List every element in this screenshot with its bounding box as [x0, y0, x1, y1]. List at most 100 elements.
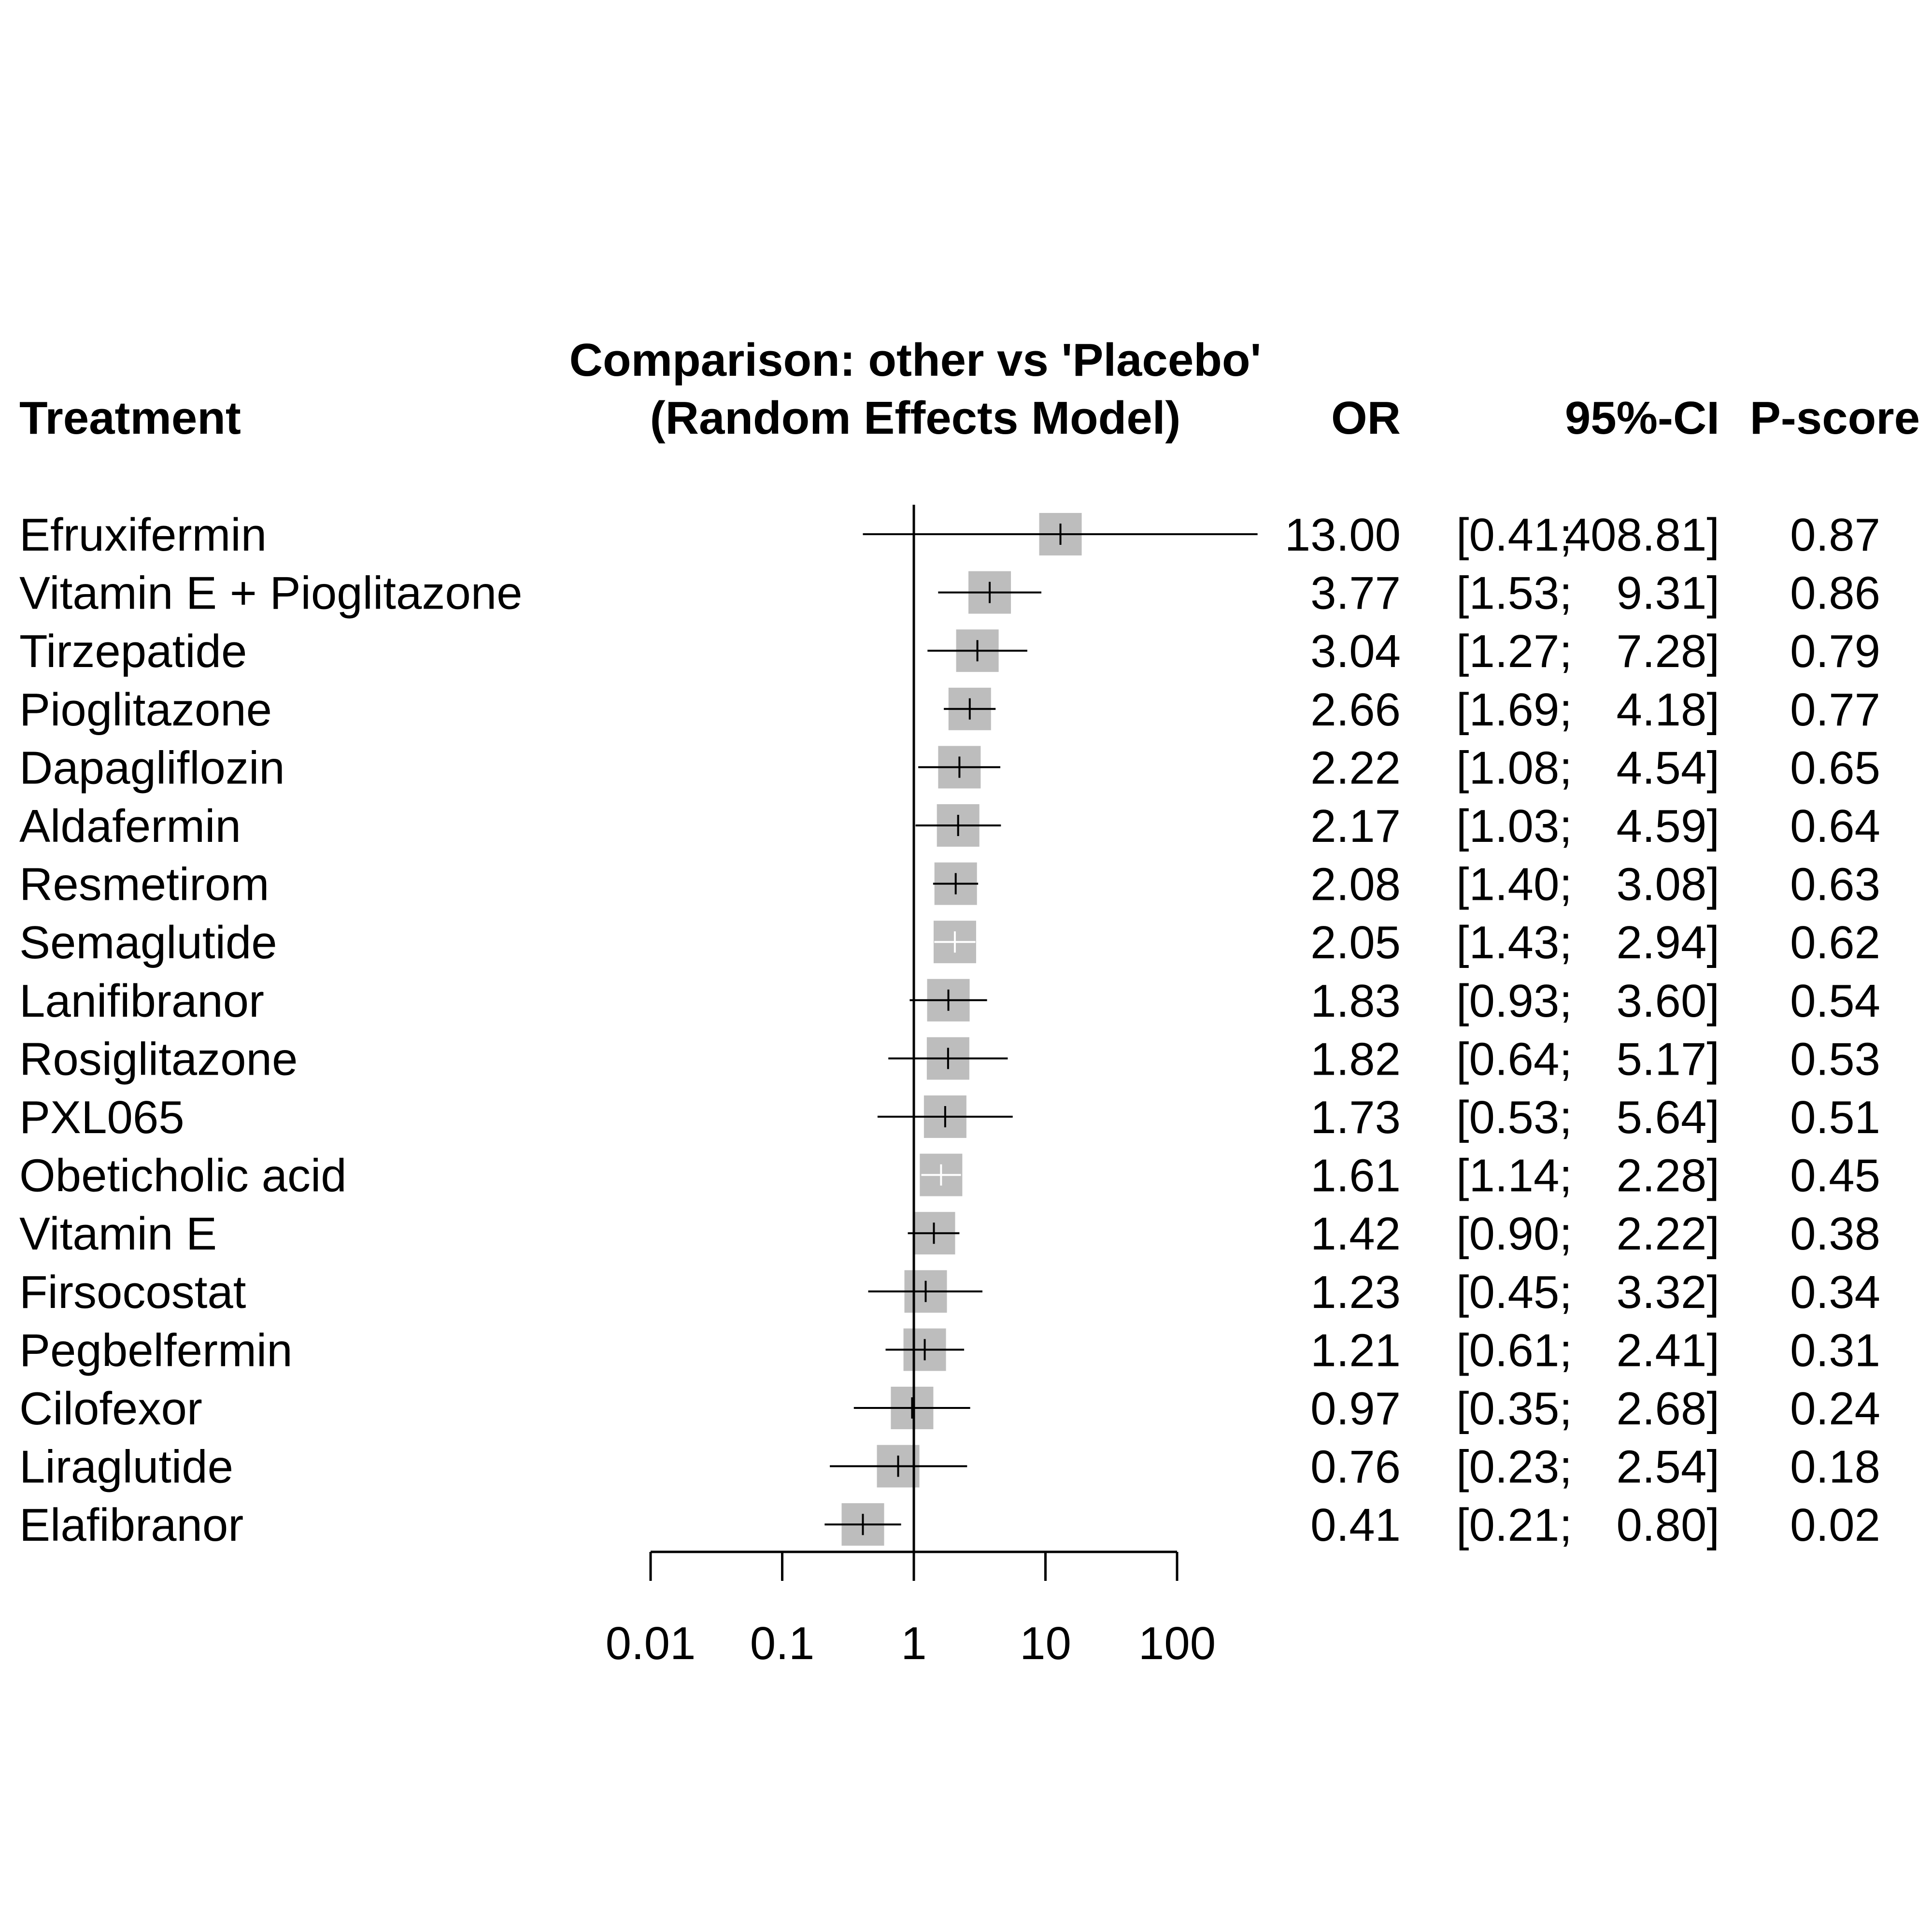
box-layer: [841, 513, 1082, 1546]
pscore-value: 0.18: [1790, 1441, 1880, 1493]
ci-lower: [1.08;: [1456, 742, 1572, 794]
ci-lower: [0.23;: [1456, 1441, 1572, 1493]
ci-upper: 3.32]: [1616, 1266, 1719, 1318]
ci-upper: 4.54]: [1616, 742, 1719, 794]
row-text-layer: Efruxifermin 13.00 [0.41;408.81] 0.87 Vitami…: [19, 509, 1880, 1551]
ci-upper: 2.22]: [1616, 1208, 1719, 1260]
ci-lower: [0.41;: [1456, 509, 1572, 561]
ci-lower: [1.27;: [1456, 625, 1572, 677]
ci-lower: [0.45;: [1456, 1266, 1572, 1318]
treatment-label: Dapagliflozin: [19, 742, 285, 794]
or-value: 2.22: [1310, 742, 1401, 794]
pscore-value: 0.65: [1790, 742, 1880, 794]
treatment-label: Pegbelfermin: [19, 1324, 293, 1376]
ci-upper: 2.68]: [1616, 1383, 1719, 1435]
pscore-value: 0.64: [1790, 800, 1880, 852]
pscore-value: 0.24: [1790, 1383, 1880, 1435]
pscore-value: 0.45: [1790, 1150, 1880, 1202]
pscore-value: 0.77: [1790, 684, 1880, 736]
ci-upper: 2.94]: [1616, 917, 1719, 968]
ci-lower: [1.40;: [1456, 859, 1572, 910]
column-header-or: OR: [1331, 392, 1401, 444]
treatment-label: Elafibranor: [19, 1499, 243, 1551]
pscore-value: 0.87: [1790, 509, 1880, 561]
ci-lower: [0.93;: [1456, 975, 1572, 1027]
x-tick-label: 0.1: [750, 1618, 814, 1669]
column-header-treatment: Treatment: [19, 392, 241, 444]
ci-upper: 9.31]: [1616, 568, 1719, 619]
ci-upper: 408.81]: [1565, 509, 1719, 561]
pscore-value: 0.02: [1790, 1499, 1880, 1551]
or-value: 0.41: [1310, 1499, 1401, 1551]
ci-lower: [1.53;: [1456, 568, 1572, 619]
treatment-label: Resmetirom: [19, 859, 269, 910]
or-value: 1.42: [1310, 1208, 1401, 1260]
pscore-value: 0.38: [1790, 1208, 1880, 1260]
ci-upper: 0.80]: [1616, 1499, 1719, 1551]
x-tick-label: 10: [1020, 1618, 1071, 1669]
ci-upper: 2.28]: [1616, 1150, 1719, 1202]
column-header-pscore: P-score: [1750, 392, 1920, 444]
treatment-label: Tirzepatide: [19, 625, 247, 677]
ci-lower: [1.03;: [1456, 800, 1572, 852]
ci-lower: [0.35;: [1456, 1383, 1572, 1435]
x-tick-label: 0.01: [606, 1618, 696, 1669]
chart-title: Comparison: other vs 'Placebo': [569, 334, 1262, 386]
treatment-label: Lanifibranor: [19, 975, 264, 1027]
pscore-value: 0.31: [1790, 1324, 1880, 1376]
or-value: 2.66: [1310, 684, 1401, 736]
treatment-label: Liraglutide: [19, 1441, 233, 1493]
x-axis: 0.01 0.1 1 10 100: [606, 1550, 1216, 1669]
ci-upper: 3.08]: [1616, 859, 1719, 910]
ci-lower: [1.14;: [1456, 1150, 1572, 1202]
ci-upper: 5.17]: [1616, 1033, 1719, 1085]
or-value: 2.17: [1310, 800, 1401, 852]
treatment-label: Vitamin E + Pioglitazone: [19, 568, 523, 619]
or-value: 1.61: [1310, 1150, 1401, 1202]
treatment-label: Vitamin E: [19, 1208, 217, 1260]
pscore-value: 0.53: [1790, 1033, 1880, 1085]
or-value: 1.83: [1310, 975, 1401, 1027]
treatment-label: Efruxifermin: [19, 509, 267, 561]
pscore-value: 0.79: [1790, 625, 1880, 677]
ci-lower: [1.43;: [1456, 917, 1572, 968]
ci-lower: [0.21;: [1456, 1499, 1572, 1551]
x-tick-label: 1: [901, 1618, 926, 1669]
x-tick-label: 100: [1138, 1618, 1216, 1669]
or-value: 0.97: [1310, 1383, 1401, 1435]
or-value: 2.05: [1310, 917, 1401, 968]
pscore-value: 0.86: [1790, 568, 1880, 619]
treatment-label: PXL065: [19, 1092, 185, 1143]
ci-upper: 7.28]: [1616, 625, 1719, 677]
treatment-label: Semaglutide: [19, 917, 277, 968]
treatment-label: Firsocostat: [19, 1266, 246, 1318]
pscore-value: 0.54: [1790, 975, 1880, 1027]
or-value: 13.00: [1285, 509, 1401, 561]
pscore-value: 0.63: [1790, 859, 1880, 910]
ci-upper: 4.59]: [1616, 800, 1719, 852]
or-value: 1.73: [1310, 1092, 1401, 1143]
or-value: 3.04: [1310, 625, 1401, 677]
treatment-label: Obeticholic acid: [19, 1150, 347, 1202]
pscore-value: 0.62: [1790, 917, 1880, 968]
treatment-label: Aldafermin: [19, 800, 241, 852]
ci-lower: [0.64;: [1456, 1033, 1572, 1085]
treatment-label: Cilofexor: [19, 1383, 202, 1435]
ci-lower: [0.61;: [1456, 1324, 1572, 1376]
treatment-label: Pioglitazone: [19, 684, 272, 736]
chart-subtitle: (Random Effects Model): [650, 392, 1181, 444]
ci-upper: 2.54]: [1616, 1441, 1719, 1493]
or-value: 0.76: [1310, 1441, 1401, 1493]
column-header-ci: 95%-CI: [1565, 392, 1719, 444]
pscore-value: 0.51: [1790, 1092, 1880, 1143]
ci-upper: 5.64]: [1616, 1092, 1719, 1143]
or-value: 2.08: [1310, 859, 1401, 910]
or-value: 1.21: [1310, 1324, 1401, 1376]
or-value: 1.82: [1310, 1033, 1401, 1085]
ci-lower: [1.69;: [1456, 684, 1572, 736]
ci-lower: [0.90;: [1456, 1208, 1572, 1260]
or-value: 1.23: [1310, 1266, 1401, 1318]
ci-lower: [0.53;: [1456, 1092, 1572, 1143]
ci-upper: 4.18]: [1616, 684, 1719, 736]
